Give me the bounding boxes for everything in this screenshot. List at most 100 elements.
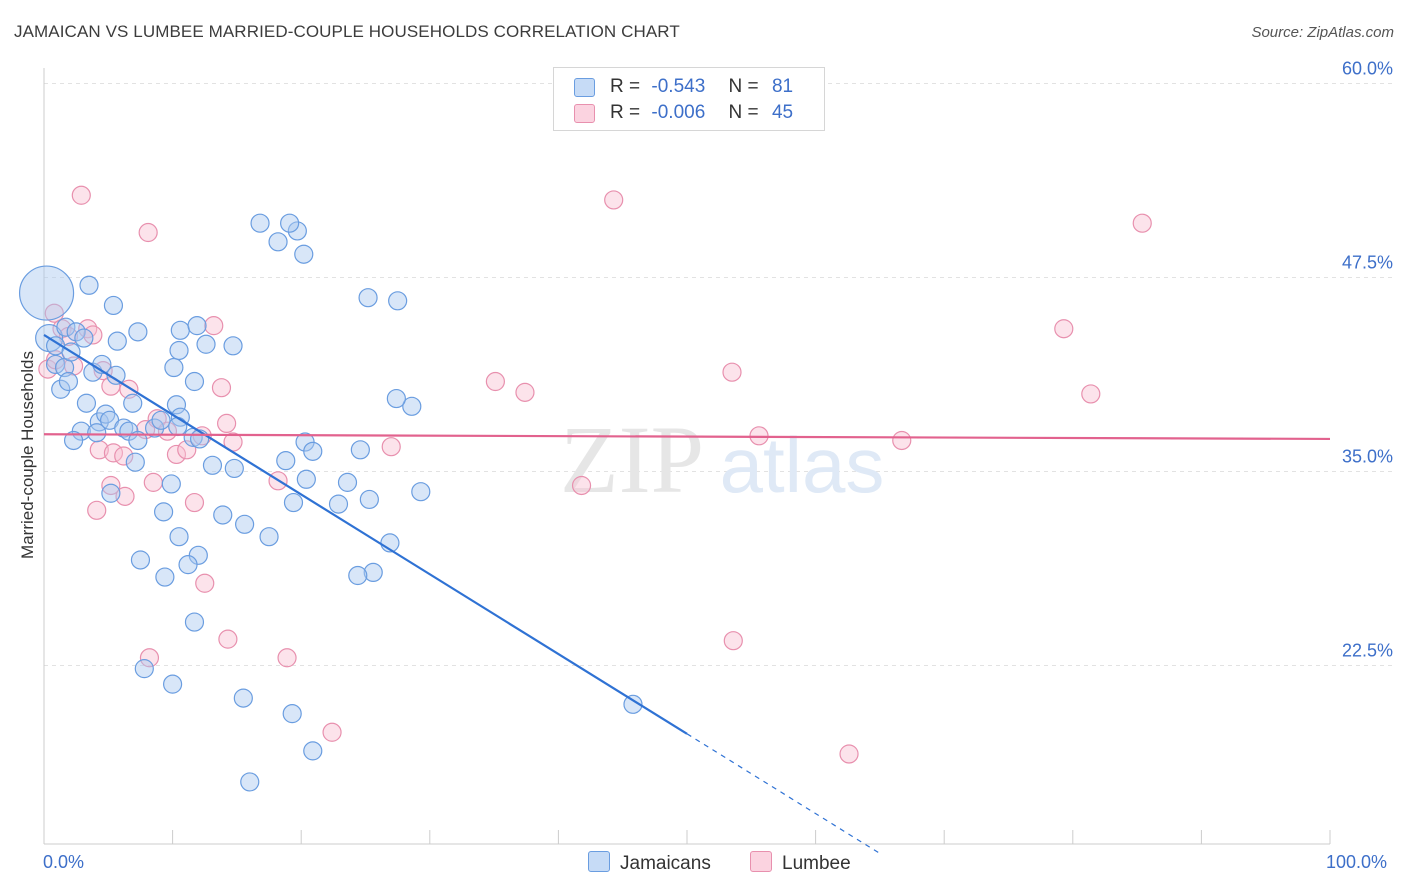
jamaican-point: [213, 505, 233, 525]
watermark-atlas: atlas: [720, 421, 885, 509]
watermark-zip: ZIP: [560, 406, 704, 513]
trend-lines: [43, 334, 1331, 854]
jamaican-point: [161, 474, 181, 494]
jamaican-point: [153, 502, 174, 522]
watermark: ZIP atlas: [560, 406, 884, 513]
jamaican-point: [276, 451, 296, 471]
jamaican-point: [303, 441, 323, 461]
jamaican-point: [168, 416, 188, 437]
jamaican-points: [18, 213, 643, 792]
jamaican-point: [114, 418, 134, 438]
y-tick-label: 35.0%: [1342, 447, 1393, 467]
jamaican-point: [170, 320, 190, 340]
legend-r-jamaicans: -0.543: [651, 76, 706, 97]
legend-swatch-jamaicans: [574, 78, 595, 97]
jamaican-point: [240, 772, 260, 792]
y-tick-label: 47.5%: [1342, 253, 1393, 273]
lumbee-point: [143, 472, 163, 492]
lumbee-point: [177, 440, 197, 460]
lumbee-point: [515, 382, 535, 402]
jamaican-point: [18, 265, 75, 321]
bottom-swatch-lumbee: [750, 851, 772, 872]
jamaican-point: [51, 379, 71, 399]
jamaican-point: [235, 514, 255, 534]
jamaican-point: [296, 469, 316, 489]
lumbee-point: [101, 475, 121, 496]
jamaican-point: [166, 395, 187, 415]
lumbee-point: [1054, 319, 1074, 339]
jamaican-point: [144, 418, 165, 438]
x-tick-max: 100.0%: [1326, 852, 1388, 872]
jamaican-point: [74, 328, 94, 348]
chart-title: JAMAICAN VS LUMBEE MARRIED-COUPLE HOUSEH…: [14, 22, 680, 41]
jamaican-point: [76, 393, 97, 413]
jamaican-point: [56, 317, 76, 337]
jamaican-point: [623, 694, 643, 714]
jamaican-point: [402, 396, 422, 416]
lumbee-point: [138, 222, 158, 243]
lumbee-point: [184, 492, 205, 513]
lumbee-point: [381, 437, 401, 457]
bottom-label-lumbee: Lumbee: [782, 853, 851, 874]
bottom-label-jamaicans: Jamaicans: [620, 853, 711, 874]
jamaican-point: [196, 334, 216, 354]
jamaican-point: [411, 482, 431, 502]
jamaican-point: [164, 357, 184, 378]
jamaican-point: [283, 492, 304, 513]
jamaican-point: [259, 527, 279, 547]
y-tick-label: 22.5%: [1342, 641, 1393, 661]
lumbee-point: [211, 378, 232, 398]
lumbee-point: [166, 444, 187, 465]
jamaican-point: [337, 472, 358, 492]
jamaican-point: [386, 388, 406, 409]
jamaican-point: [184, 612, 205, 632]
jamaican-point: [202, 455, 223, 475]
lumbee-point: [604, 190, 624, 210]
jamaican-point: [250, 213, 270, 233]
lumbee-point: [485, 371, 505, 392]
lumbee-point: [71, 185, 91, 205]
jamaican-point: [107, 331, 127, 351]
jamaican-point: [223, 336, 243, 356]
jamaican-point: [287, 221, 307, 241]
legend-n-label: N =: [728, 76, 759, 97]
lumbee-point: [87, 500, 107, 520]
legend-n-jamaicans: 81: [771, 76, 794, 97]
axes: [43, 68, 1331, 845]
jamaican-point: [350, 440, 370, 460]
lumbee-point: [195, 573, 215, 593]
lumbee-point: [78, 319, 98, 339]
jamaican-point: [178, 555, 198, 575]
jamaican-point: [63, 430, 84, 451]
jamaican-point: [388, 291, 408, 311]
jamaican-trend-line: [43, 334, 688, 735]
lumbee-point: [218, 629, 238, 649]
jamaican-point: [303, 741, 323, 761]
jamaican-point: [184, 371, 205, 392]
jamaican-point: [79, 275, 99, 295]
jamaican-point: [123, 393, 143, 413]
jamaican-point: [125, 452, 145, 472]
lumbee-point: [139, 648, 160, 668]
lumbee-point: [571, 475, 592, 496]
legend-swatch-lumbee: [574, 104, 595, 123]
jamaican-point: [224, 458, 244, 479]
legend-r-label: R =: [610, 102, 641, 123]
legend-r-lumbee: -0.006: [651, 102, 706, 123]
lumbee-point: [115, 486, 135, 506]
jamaican-point: [87, 423, 107, 443]
legend-n-label: N =: [728, 102, 759, 123]
lumbee-point: [217, 413, 237, 434]
lumbee-point: [1081, 384, 1101, 404]
lumbee-point: [839, 744, 859, 764]
lumbee-trend-line: [43, 433, 1331, 441]
jamaican-point: [66, 322, 86, 342]
jamaican-point: [155, 567, 175, 587]
jamaican-point: [280, 213, 300, 233]
jamaican-point: [282, 704, 302, 724]
jamaican-point: [328, 494, 349, 514]
bottom-swatch-jamaicans: [588, 851, 610, 872]
jamaican-point: [163, 674, 183, 694]
lumbee-point: [322, 722, 342, 742]
